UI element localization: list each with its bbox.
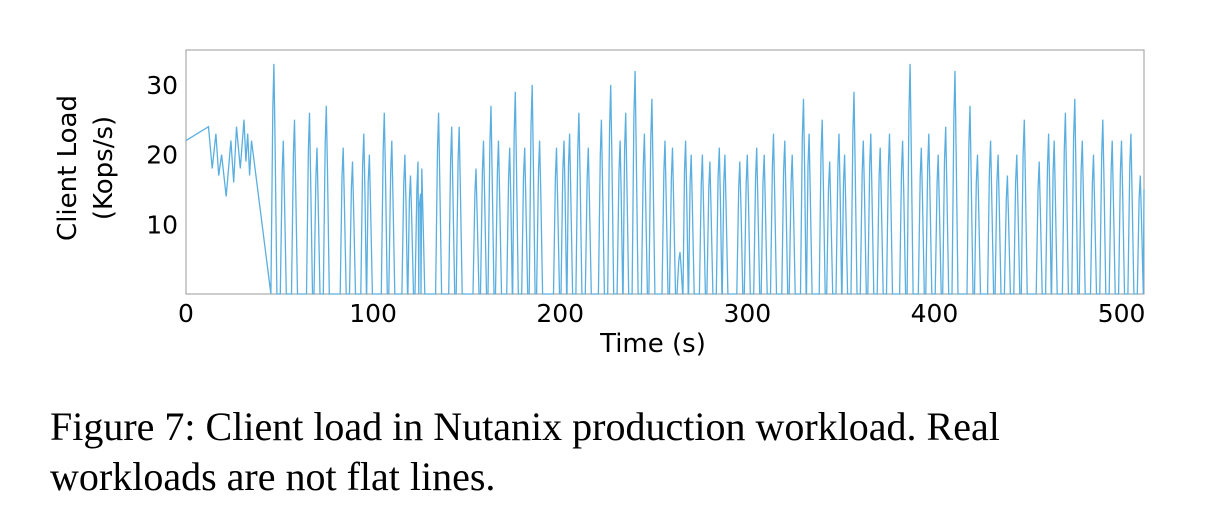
plot-area [185, 49, 1145, 295]
figure-caption: Figure 7: Client load in Nutanix product… [50, 404, 1000, 499]
x-tick-label: 300 [723, 299, 771, 328]
series-group [185, 63, 1145, 295]
y-tick-labels: 10 20 30 [146, 71, 178, 239]
y-tick-label: 20 [146, 141, 178, 170]
y-axis-label-line1: Client Load [53, 95, 83, 241]
x-axis-label: Time (s) [599, 329, 706, 359]
series-line [185, 63, 1145, 295]
x-tick-label: 500 [1098, 299, 1146, 328]
y-tick-label: 30 [146, 71, 178, 100]
x-tick-label: 100 [349, 299, 397, 328]
x-tick-label: 0 [178, 299, 194, 328]
y-tick-label: 10 [146, 210, 178, 239]
x-tick-labels: 0 100 200 300 400 500 [178, 299, 1145, 328]
line-chart: 0 100 200 300 400 500 10 20 30 Time (s) Client … [53, 49, 1145, 359]
y-axis-label-line2: (Kops/s) [89, 116, 119, 220]
x-tick-label: 200 [536, 299, 584, 328]
x-tick-label: 400 [911, 299, 959, 328]
